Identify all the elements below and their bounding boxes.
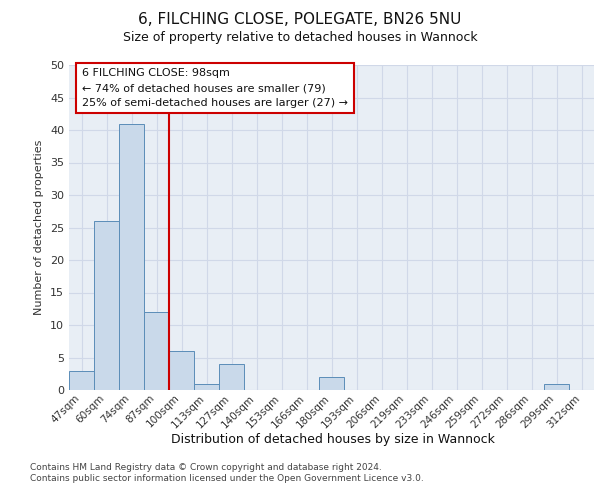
Bar	[94, 221, 119, 390]
Bar	[119, 124, 144, 390]
Bar	[319, 377, 344, 390]
Bar	[194, 384, 219, 390]
Bar	[544, 384, 569, 390]
Text: 6 FILCHING CLOSE: 98sqm
← 74% of detached houses are smaller (79)
25% of semi-de: 6 FILCHING CLOSE: 98sqm ← 74% of detache…	[82, 68, 348, 108]
Text: 6, FILCHING CLOSE, POLEGATE, BN26 5NU: 6, FILCHING CLOSE, POLEGATE, BN26 5NU	[139, 12, 461, 28]
Text: Distribution of detached houses by size in Wannock: Distribution of detached houses by size …	[171, 432, 495, 446]
Bar	[169, 351, 194, 390]
Bar	[69, 370, 94, 390]
Text: Contains HM Land Registry data © Crown copyright and database right 2024.: Contains HM Land Registry data © Crown c…	[30, 462, 382, 471]
Bar	[144, 312, 169, 390]
Bar	[219, 364, 244, 390]
Text: Contains public sector information licensed under the Open Government Licence v3: Contains public sector information licen…	[30, 474, 424, 483]
Y-axis label: Number of detached properties: Number of detached properties	[34, 140, 44, 315]
Text: Size of property relative to detached houses in Wannock: Size of property relative to detached ho…	[122, 31, 478, 44]
